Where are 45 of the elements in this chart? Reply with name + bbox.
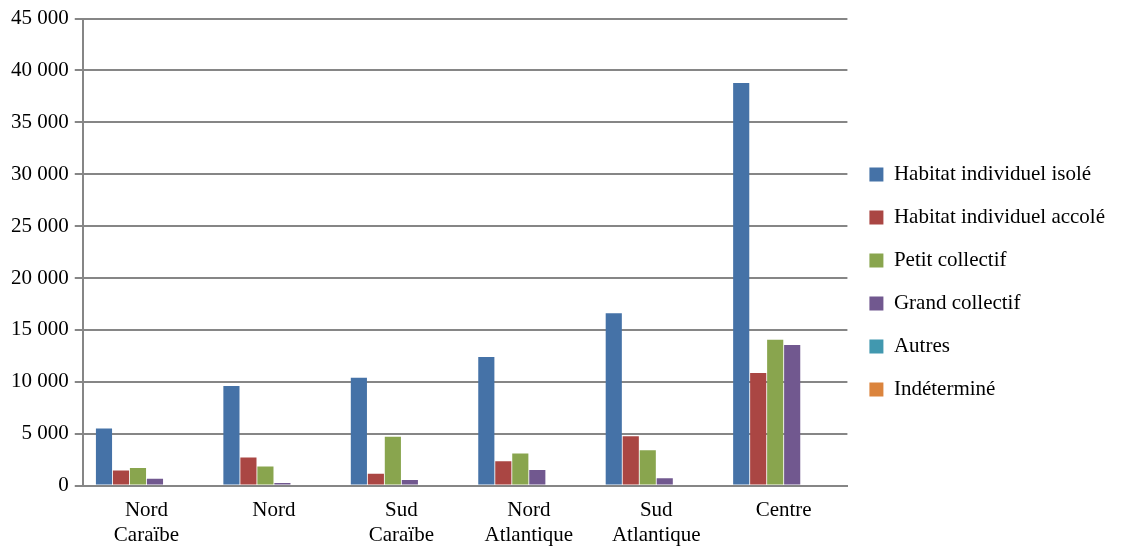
bar [257, 466, 274, 485]
legend-label: Indéterminé [893, 376, 996, 401]
bar [223, 385, 240, 485]
y-tick-label: 40 000 [11, 57, 69, 81]
y-tick-label: 45 000 [11, 5, 69, 30]
bar [384, 436, 401, 485]
bar [350, 377, 367, 485]
x-tick-label: Sud Atlantique [611, 496, 701, 546]
legend-label: Habitat individuel accolé [893, 204, 1106, 229]
y-tick-label: 30 000 [11, 160, 69, 185]
bar [784, 344, 801, 485]
x-tick-label: Nord Caraïbe [113, 496, 180, 546]
bar [639, 450, 656, 485]
y-tick-label: 35 000 [11, 108, 69, 133]
bar [656, 478, 673, 485]
bar [750, 373, 767, 485]
x-tick-label: Sud Caraïbe [368, 496, 435, 546]
bar [622, 436, 639, 485]
y-tick-label: 0 [58, 472, 69, 497]
bar [512, 453, 529, 485]
y-tick-label: 5 000 [21, 420, 69, 445]
bar [240, 457, 257, 485]
bar [733, 82, 750, 485]
legend-label: Petit collectif [893, 247, 1007, 272]
y-tick-label: 15 000 [11, 316, 69, 341]
bar [367, 473, 384, 485]
x-tick-label: Centre [755, 496, 812, 521]
bar [129, 467, 147, 485]
legend-label: Habitat individuel isolé [893, 161, 1092, 186]
bar [112, 470, 130, 485]
y-tick-label: 10 000 [11, 368, 69, 393]
bar [478, 356, 495, 485]
x-tick-label: Nord [252, 496, 296, 521]
legend-label: Grand collectif [893, 290, 1021, 315]
bar [146, 478, 164, 485]
bar [529, 470, 546, 485]
bar [95, 428, 113, 485]
bar [767, 339, 784, 485]
x-tick-label: Nord Atlantique [484, 496, 574, 546]
bar [495, 461, 512, 485]
bar [605, 313, 622, 485]
bar [401, 479, 418, 485]
y-tick-label: 25 000 [11, 212, 69, 237]
legend-label: Autres [893, 333, 950, 358]
y-tick-label: 20 000 [11, 264, 69, 289]
